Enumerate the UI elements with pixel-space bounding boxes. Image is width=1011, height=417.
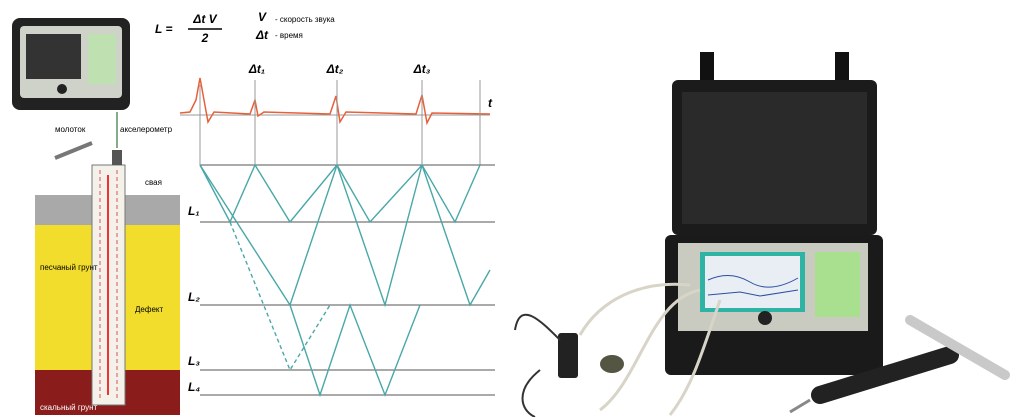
wave [289,302,421,398]
legend-symbol: V [258,10,267,24]
knob [758,311,772,325]
legend-symbol: Δt [255,28,269,42]
depth-mark: L₂ [188,290,200,304]
cable-black [514,313,561,417]
wave [229,221,331,372]
formula-denominator: 2 [201,31,209,45]
hammer [54,141,93,160]
sensor-puck [600,355,624,373]
label-hammer: молоток [55,125,86,134]
signal-trace [179,77,491,126]
depth-mark: L₃ [188,354,200,368]
legend-text: - время [275,31,303,40]
time-mark: Δt₃ [413,62,431,76]
depth-mark: L₄ [188,380,200,394]
label-soil: песчаный грунт [40,263,98,272]
hammer-tip [789,398,811,414]
screen [705,256,800,308]
screen-trace [707,275,799,297]
hammer-handle [811,346,959,404]
label-sensor: акселерометр [120,125,173,134]
device-keypad [88,34,116,84]
sensor [112,150,122,165]
depth-lines [200,164,495,396]
label-defect: Дефект [135,305,163,314]
time-mark: Δt₁ [248,62,265,76]
latch [700,52,714,82]
wave [199,163,481,224]
formula-numerator: Δt V [192,12,217,26]
time-guides [199,80,481,165]
latch [835,52,849,82]
lid-inner [682,92,867,224]
wave-paths [199,162,491,398]
label-pile: свая [145,178,162,187]
wave [199,162,491,308]
device-screen [26,34,81,79]
hammer-head [905,315,1010,380]
formula-lhs: L = [155,22,172,36]
label-rock: скальный грунт [40,403,98,412]
time-axis-label: t [488,96,493,110]
keypad [815,252,860,317]
probe [558,333,578,378]
cables [578,282,722,416]
depth-mark: L₁ [188,204,200,218]
legend-text: - скорость звука [275,15,335,24]
device-knob [57,84,67,94]
time-mark: Δt₂ [326,62,344,76]
